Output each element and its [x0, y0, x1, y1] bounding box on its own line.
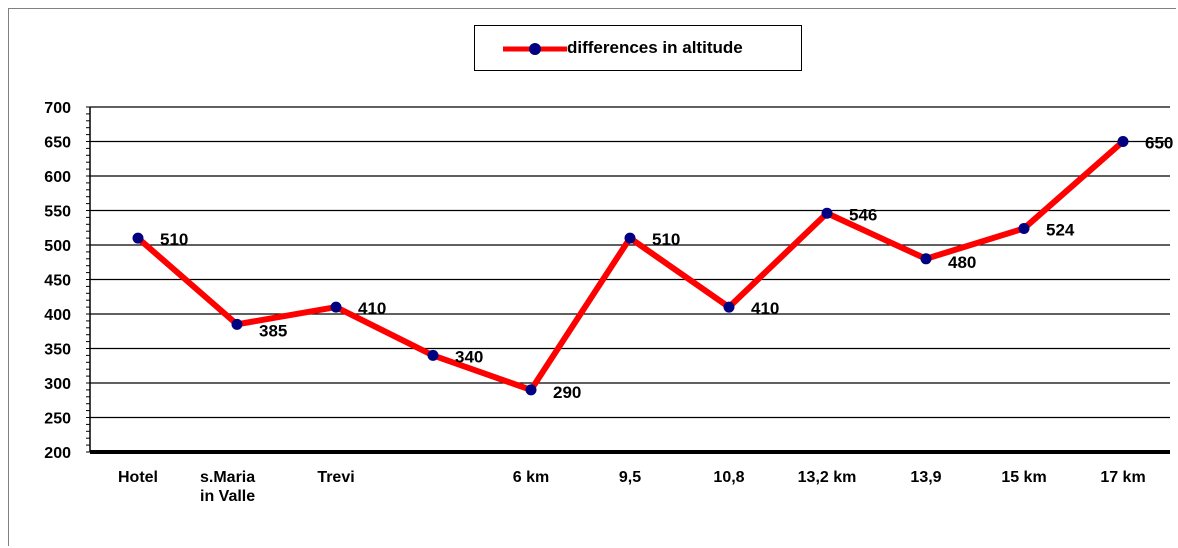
y-tick-label: 300 [44, 376, 71, 393]
data-label: 410 [751, 299, 779, 318]
data-label: 410 [358, 299, 386, 318]
y-tick-label: 650 [44, 135, 71, 152]
y-tick-label: 550 [44, 204, 71, 221]
data-label: 546 [849, 205, 877, 224]
legend-marker-icon [503, 43, 567, 55]
x-tick-label: 9,5 [619, 469, 641, 486]
x-tick-label: 6 km [513, 469, 549, 486]
data-point [330, 301, 342, 313]
y-tick-label: 400 [44, 307, 71, 324]
legend-label: differences in altitude [567, 38, 743, 57]
data-point [920, 253, 932, 265]
y-tick-label: 600 [44, 169, 71, 186]
data-point [1117, 136, 1129, 147]
data-point [525, 384, 537, 396]
data-label: 524 [1046, 220, 1075, 239]
legend: differences in altitude [474, 25, 802, 71]
y-tick-label: 700 [44, 100, 71, 117]
x-tick-label: Trevi [317, 469, 354, 486]
y-tick-label: 350 [44, 342, 71, 359]
x-tick-label: Hotel [118, 469, 158, 486]
data-label: 340 [455, 347, 483, 366]
data-point [231, 318, 243, 330]
x-tick-label: 15 km [1001, 469, 1046, 486]
x-tick-label: 17 km [1100, 469, 1145, 486]
data-label: 290 [553, 383, 581, 402]
data-point [427, 349, 439, 361]
data-label: 385 [259, 321, 287, 340]
y-tick-label: 450 [44, 273, 71, 290]
y-tick-label: 500 [44, 238, 71, 255]
x-tick-label: s.Maria in Valle [200, 469, 255, 505]
x-tick-label: 10,8 [713, 469, 744, 486]
data-label: 510 [652, 230, 680, 249]
data-point [821, 207, 833, 219]
data-point [132, 232, 144, 244]
y-tick-label: 250 [44, 411, 71, 428]
data-label: 480 [948, 253, 976, 272]
chart-area: differences in altitude [8, 8, 1176, 546]
data-label: 650 [1145, 134, 1173, 153]
x-tick-label: 13,2 km [798, 469, 857, 486]
data-point [723, 301, 735, 313]
data-label: 510 [160, 230, 188, 249]
y-tick-label: 200 [44, 445, 71, 462]
x-tick-label: 13,9 [910, 469, 941, 486]
data-point [624, 232, 636, 244]
data-point [1018, 222, 1030, 234]
